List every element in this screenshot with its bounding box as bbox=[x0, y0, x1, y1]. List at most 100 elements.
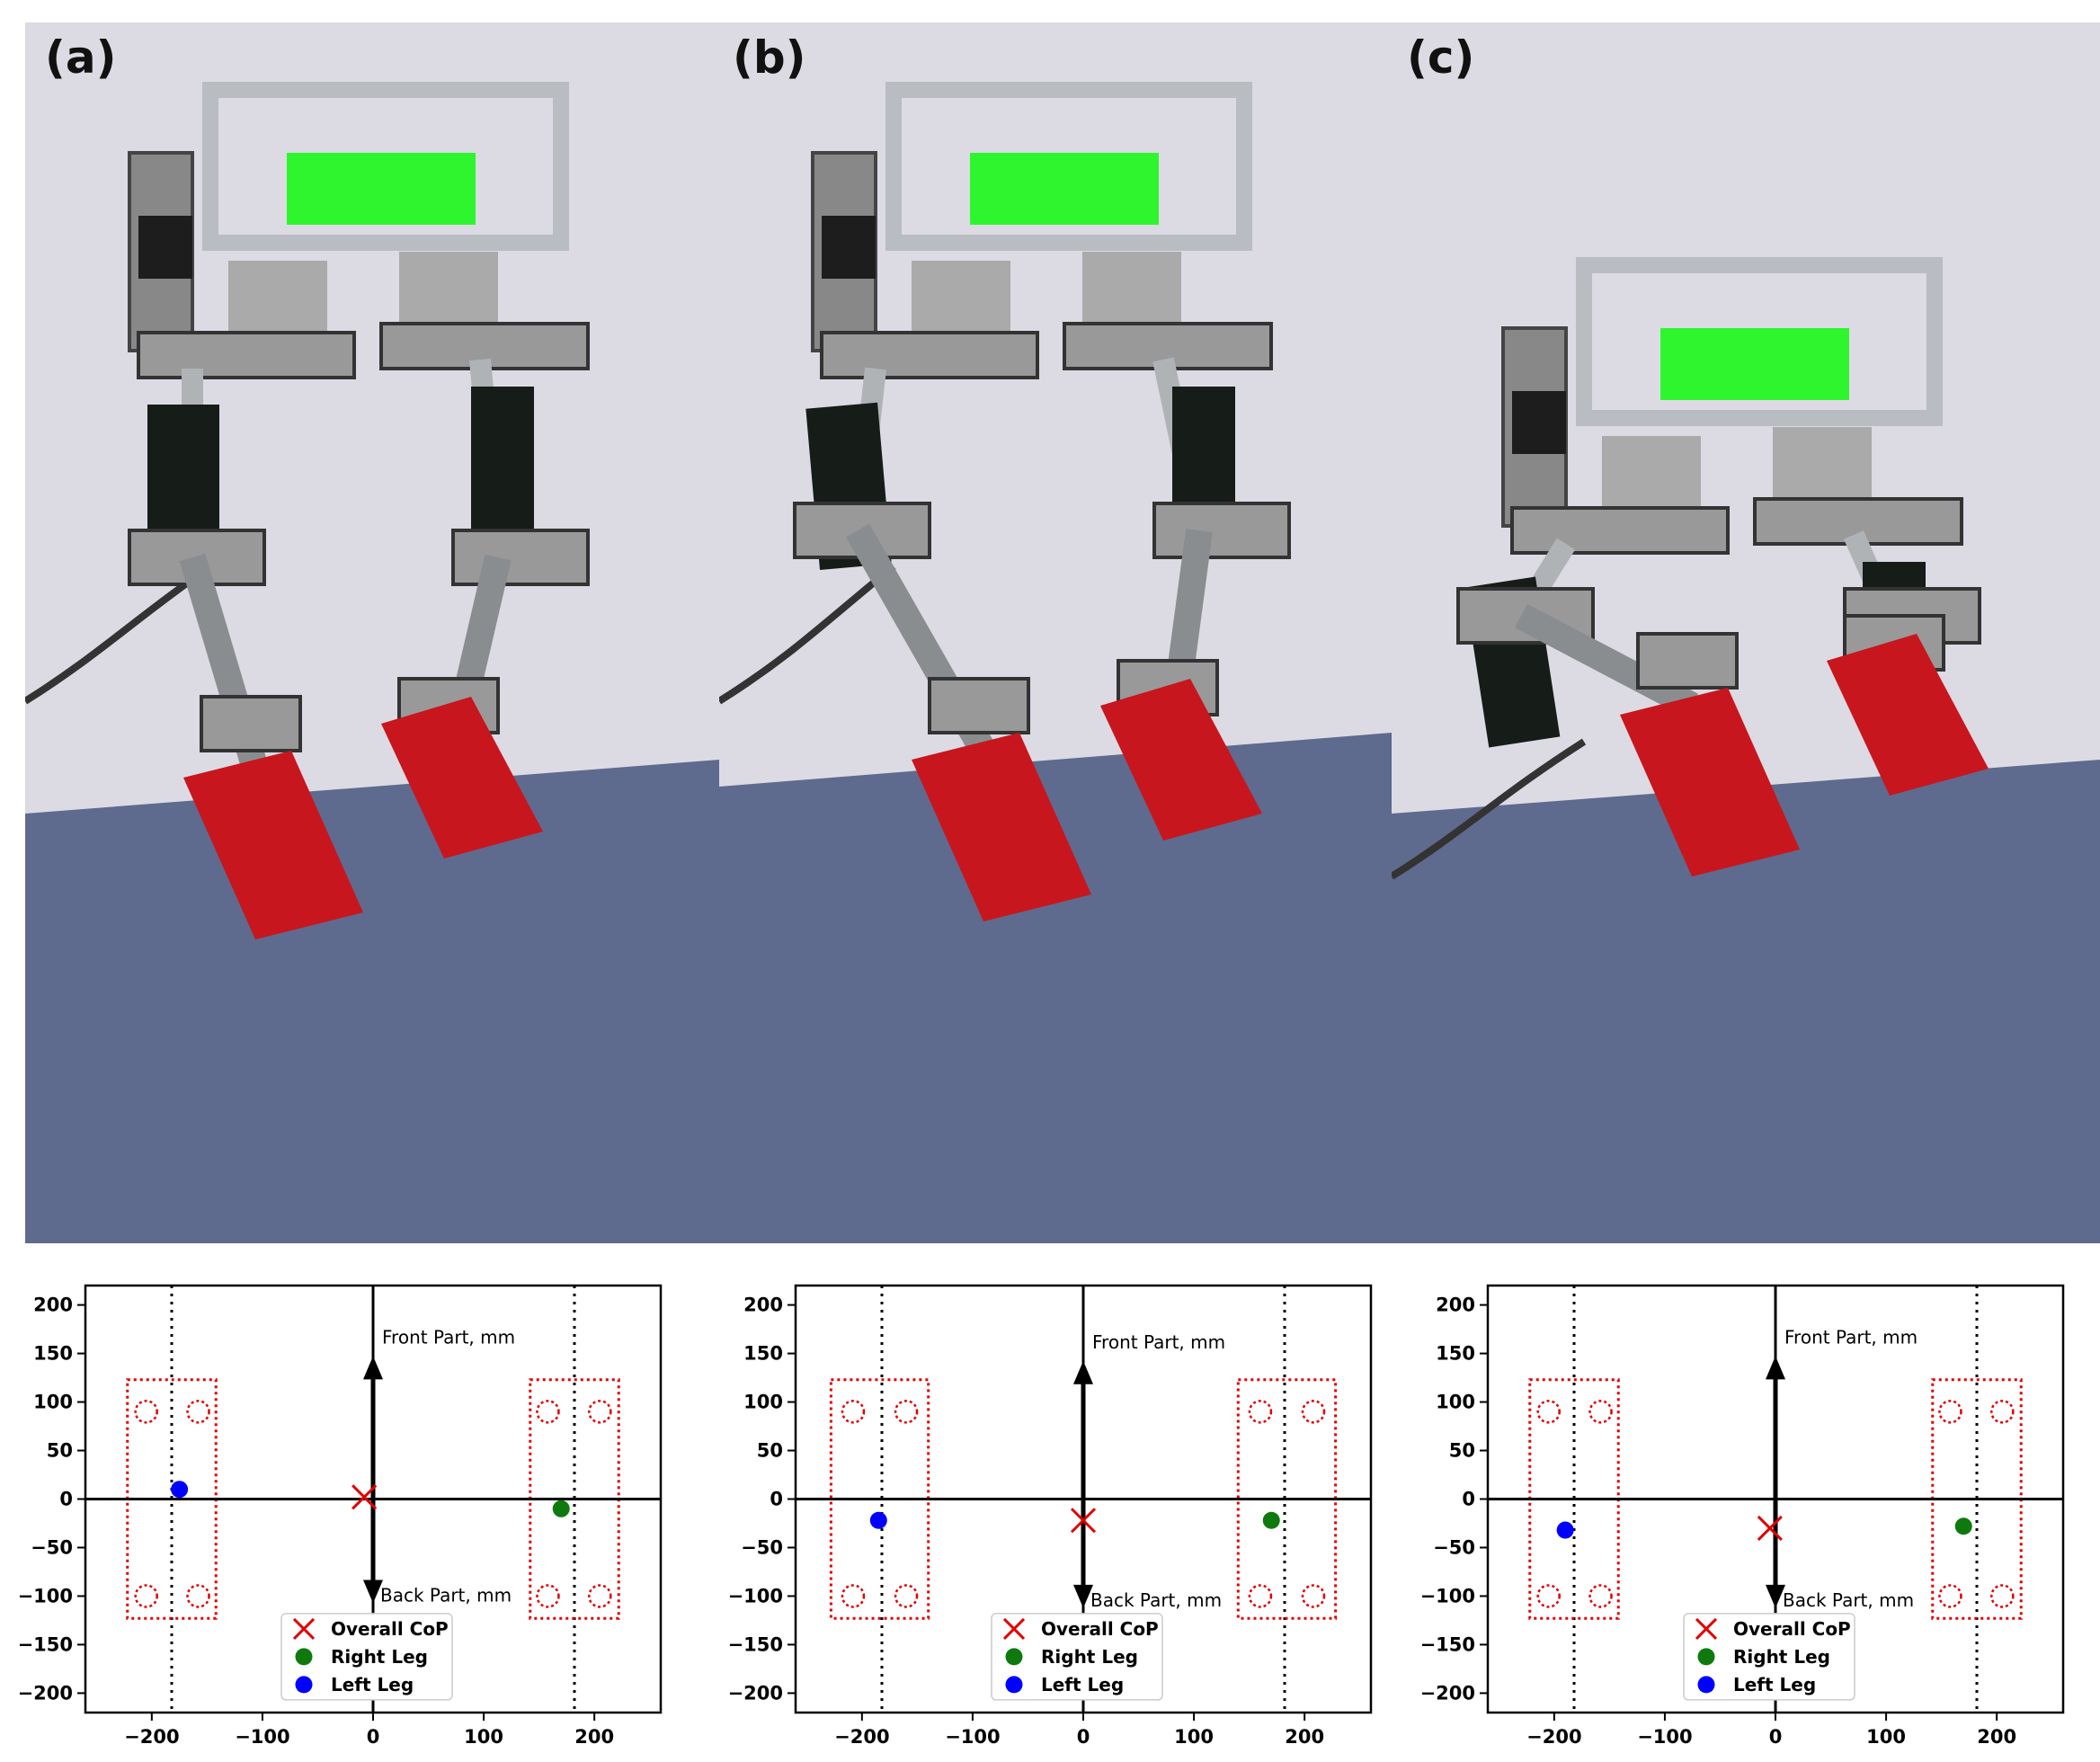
sensor-circle-6 bbox=[1938, 1584, 1962, 1608]
back-arrow-head bbox=[1766, 1584, 1785, 1608]
sensor-circle-0 bbox=[134, 1400, 158, 1424]
sensor-circle-6 bbox=[1248, 1584, 1273, 1608]
left-leg-point bbox=[171, 1481, 189, 1499]
thigh-board-right bbox=[471, 387, 534, 530]
battery-pack bbox=[1660, 328, 1849, 400]
legend-marker bbox=[1697, 1676, 1715, 1694]
y-tick-label: 150 bbox=[743, 1343, 783, 1365]
legend-label: Left Leg bbox=[1733, 1674, 1816, 1695]
x-tick-label: −200 bbox=[124, 1726, 179, 1748]
x-tick-label: 100 bbox=[464, 1726, 503, 1748]
cop-stroke-2 bbox=[1757, 1515, 1783, 1541]
cop-chart-b: Front Part, mm Back Part, mm −200 −100 0 100 2… bbox=[728, 1284, 1373, 1748]
front-arrow-head bbox=[363, 1356, 383, 1380]
front-arrow-label: Front Part, mm bbox=[1092, 1331, 1225, 1353]
x-tick-label: 0 bbox=[1077, 1726, 1090, 1748]
robot-photo-b bbox=[719, 22, 1392, 1243]
front-arrow-head bbox=[1073, 1360, 1093, 1384]
legend-marker bbox=[295, 1676, 313, 1694]
x-tick-label: −200 bbox=[1526, 1726, 1581, 1748]
legend-label: Left Leg bbox=[331, 1674, 414, 1695]
hip-plate-left bbox=[912, 261, 1010, 333]
panel-label-c: (c) bbox=[1407, 31, 1475, 84]
sensor-circle-4 bbox=[536, 1400, 560, 1424]
y-tick-label: 150 bbox=[1436, 1343, 1475, 1365]
left-leg-point bbox=[869, 1511, 887, 1529]
sensor-circle-4 bbox=[1248, 1400, 1273, 1424]
y-tick-label: 0 bbox=[1462, 1489, 1475, 1510]
sensor-circle-5 bbox=[1301, 1400, 1326, 1424]
floor bbox=[25, 760, 719, 1243]
x-tick-label: −100 bbox=[1637, 1726, 1692, 1748]
legend-box bbox=[991, 1613, 1163, 1701]
side-motor bbox=[822, 216, 876, 279]
x-tick-label: 200 bbox=[574, 1726, 614, 1748]
y-tick-label: −50 bbox=[1433, 1536, 1475, 1558]
y-tick-label: −100 bbox=[1420, 1585, 1475, 1606]
hip-plate-left bbox=[1602, 436, 1701, 508]
robot-illustration-b bbox=[719, 22, 1392, 1243]
x-tick-label: 100 bbox=[1866, 1726, 1906, 1748]
hip-plate-right bbox=[1773, 427, 1872, 499]
y-tick-label: −150 bbox=[1420, 1633, 1475, 1655]
battery-pack bbox=[970, 153, 1159, 225]
y-tick-label: 200 bbox=[33, 1295, 73, 1316]
legend-cop-marker bbox=[1695, 1617, 1718, 1640]
legend-label: Right Leg bbox=[331, 1646, 428, 1668]
frame-box bbox=[885, 82, 1252, 251]
sensor-circle-6 bbox=[536, 1584, 560, 1608]
overall-cop-point bbox=[351, 1484, 378, 1510]
sensor-circle-5 bbox=[588, 1400, 612, 1424]
sensor-circle-0 bbox=[841, 1400, 866, 1424]
x-tick-label: 200 bbox=[1285, 1726, 1324, 1748]
foot-left bbox=[1620, 688, 1800, 877]
floor bbox=[1392, 760, 2100, 1243]
hip-plate-right bbox=[1082, 252, 1181, 324]
y-tick-label: 50 bbox=[757, 1440, 783, 1462]
hip-motor-left bbox=[137, 331, 356, 379]
side-motor bbox=[138, 216, 192, 279]
overall-cop-point bbox=[1070, 1508, 1097, 1534]
foot-right bbox=[1827, 634, 1989, 796]
legend-label: Right Leg bbox=[1041, 1646, 1138, 1668]
legend-label: Overall CoP bbox=[1041, 1618, 1159, 1640]
back-arrow-label: Back Part, mm bbox=[380, 1584, 512, 1606]
y-tick-label: 200 bbox=[743, 1295, 783, 1316]
legend-label: Overall CoP bbox=[331, 1618, 449, 1640]
knee-motor-right bbox=[451, 529, 590, 586]
foot-right bbox=[1100, 679, 1262, 841]
sensor-circle-1 bbox=[1588, 1400, 1613, 1424]
y-tick-label: 0 bbox=[770, 1489, 783, 1510]
sensor-circle-2 bbox=[841, 1584, 866, 1608]
legend-marker bbox=[1697, 1648, 1715, 1666]
cop-chart-a: Front Part, mm Back Part, mm −200 −100 0 100 2… bbox=[18, 1284, 663, 1748]
legend-cop-marker bbox=[292, 1617, 316, 1640]
sensor-circle-7 bbox=[1301, 1584, 1326, 1608]
legend: Overall CoP Right Leg Left Leg bbox=[1683, 1613, 1855, 1701]
legend: Overall CoP Right Leg Left Leg bbox=[280, 1613, 453, 1701]
cop-chart-c: Front Part, mm Back Part, mm −200 −100 0 100 2… bbox=[1420, 1284, 2065, 1748]
legend-cop-marker bbox=[1002, 1617, 1026, 1640]
back-arrow-head bbox=[363, 1580, 383, 1604]
frame-box bbox=[1576, 257, 1943, 426]
hip-plate-right bbox=[399, 252, 498, 324]
robot-photo-a bbox=[25, 22, 719, 1243]
sensor-circle-3 bbox=[1588, 1584, 1613, 1608]
y-tick-label: 50 bbox=[47, 1440, 73, 1462]
back-arrow-label: Back Part, mm bbox=[1090, 1589, 1222, 1611]
sensor-circle-3 bbox=[894, 1584, 919, 1608]
overall-cop-point bbox=[1757, 1515, 1783, 1541]
front-arrow-label: Front Part, mm bbox=[382, 1326, 515, 1348]
y-tick-label: −100 bbox=[728, 1585, 783, 1606]
panel-label-b: (b) bbox=[733, 31, 806, 84]
sensor-circle-2 bbox=[1536, 1584, 1561, 1608]
frame-box bbox=[202, 82, 569, 251]
x-tick-label: 0 bbox=[367, 1726, 380, 1748]
cable bbox=[719, 563, 896, 705]
ankle-motor-left bbox=[928, 677, 1030, 734]
right-leg-point bbox=[1262, 1511, 1280, 1529]
foot-outline-1 bbox=[1236, 1378, 1338, 1620]
y-tick-label: −200 bbox=[1420, 1682, 1475, 1704]
foot-right bbox=[381, 697, 543, 859]
y-tick-label: 0 bbox=[59, 1489, 73, 1510]
